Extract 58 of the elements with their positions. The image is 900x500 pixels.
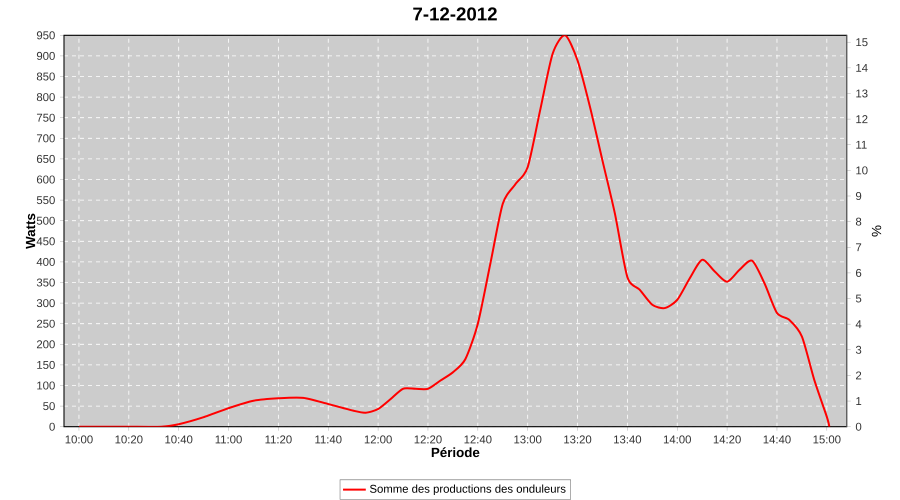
y-tick-label: 50 (43, 402, 55, 410)
x-tick-label: 10:20 (115, 435, 143, 444)
y-tick-label: 200 (36, 340, 55, 348)
x-tick-label: 14:20 (714, 435, 741, 444)
x-tick-label: 12:20 (414, 435, 442, 444)
y-tick-label: 650 (36, 154, 55, 163)
y2-tick-label: 2 (856, 371, 862, 380)
y2-tick-label: 1 (856, 397, 862, 405)
y-tick-label: 250 (36, 320, 55, 328)
y2-tick-label: 13 (856, 89, 868, 98)
x-tick-label: 15:00 (813, 435, 841, 444)
x-tick-label: 13:40 (614, 435, 642, 444)
y-tick-label: 150 (37, 360, 55, 369)
y2-tick-label: 0 (856, 422, 862, 431)
y-tick-label: 700 (36, 134, 55, 142)
y-tick-label: 350 (36, 278, 55, 287)
x-tick-label: 14:00 (664, 435, 691, 444)
y-tick-label: 600 (36, 176, 55, 184)
y2-tick-label: 4 (856, 320, 862, 328)
y-tick-label: 300 (36, 299, 55, 308)
y2-axis-title: % (872, 226, 882, 236)
x-axis-title: Période (432, 447, 480, 458)
x-tick-label: 12:40 (464, 435, 492, 444)
x-tick-label: 13:00 (514, 435, 542, 444)
x-tick-label: 10:00 (66, 435, 93, 444)
y-tick-label: 450 (36, 237, 55, 246)
y-axis-title: Watts (26, 214, 36, 249)
y2-tick-label: 5 (856, 294, 862, 302)
x-tick-label: 11:40 (315, 435, 342, 444)
x-tick-label: 13:20 (564, 435, 592, 444)
y2-tick-label: 12 (856, 115, 868, 124)
y-tick-label: 800 (36, 93, 55, 102)
x-tick-label: 12:00 (364, 435, 392, 444)
x-tick-label: 11:00 (216, 435, 242, 444)
y-tick-label: 550 (36, 196, 55, 204)
y-tick-label: 100 (37, 382, 55, 390)
y2-tick-label: 6 (856, 268, 862, 277)
y2-tick-label: 14 (856, 64, 868, 72)
y2-tick-label: 7 (856, 243, 862, 252)
x-tick-label: 11:20 (265, 435, 292, 444)
legend-label: Somme des productions des onduleurs (370, 484, 566, 496)
y-tick-label: 900 (36, 52, 55, 60)
y-tick-label: 850 (36, 72, 55, 81)
y-tick-label: 500 (36, 216, 55, 225)
y2-tick-label: 9 (856, 192, 862, 200)
x-tick-label: 10:40 (165, 435, 192, 444)
y2-tick-label: 11 (856, 140, 867, 149)
y2-tick-label: 10 (856, 166, 868, 174)
y-tick-label: 0 (49, 422, 55, 431)
y2-tick-label: 8 (856, 218, 862, 226)
y-tick-label: 750 (36, 114, 55, 122)
y-tick-label: 400 (36, 258, 55, 266)
line-series (78, 35, 830, 427)
x-tick-label: 14:40 (764, 435, 791, 444)
y2-tick-label: 3 (856, 346, 862, 354)
y2-tick-label: 15 (856, 38, 868, 46)
y-tick-label: 950 (36, 31, 55, 40)
chart-title: 7-12-2012 (413, 7, 497, 21)
